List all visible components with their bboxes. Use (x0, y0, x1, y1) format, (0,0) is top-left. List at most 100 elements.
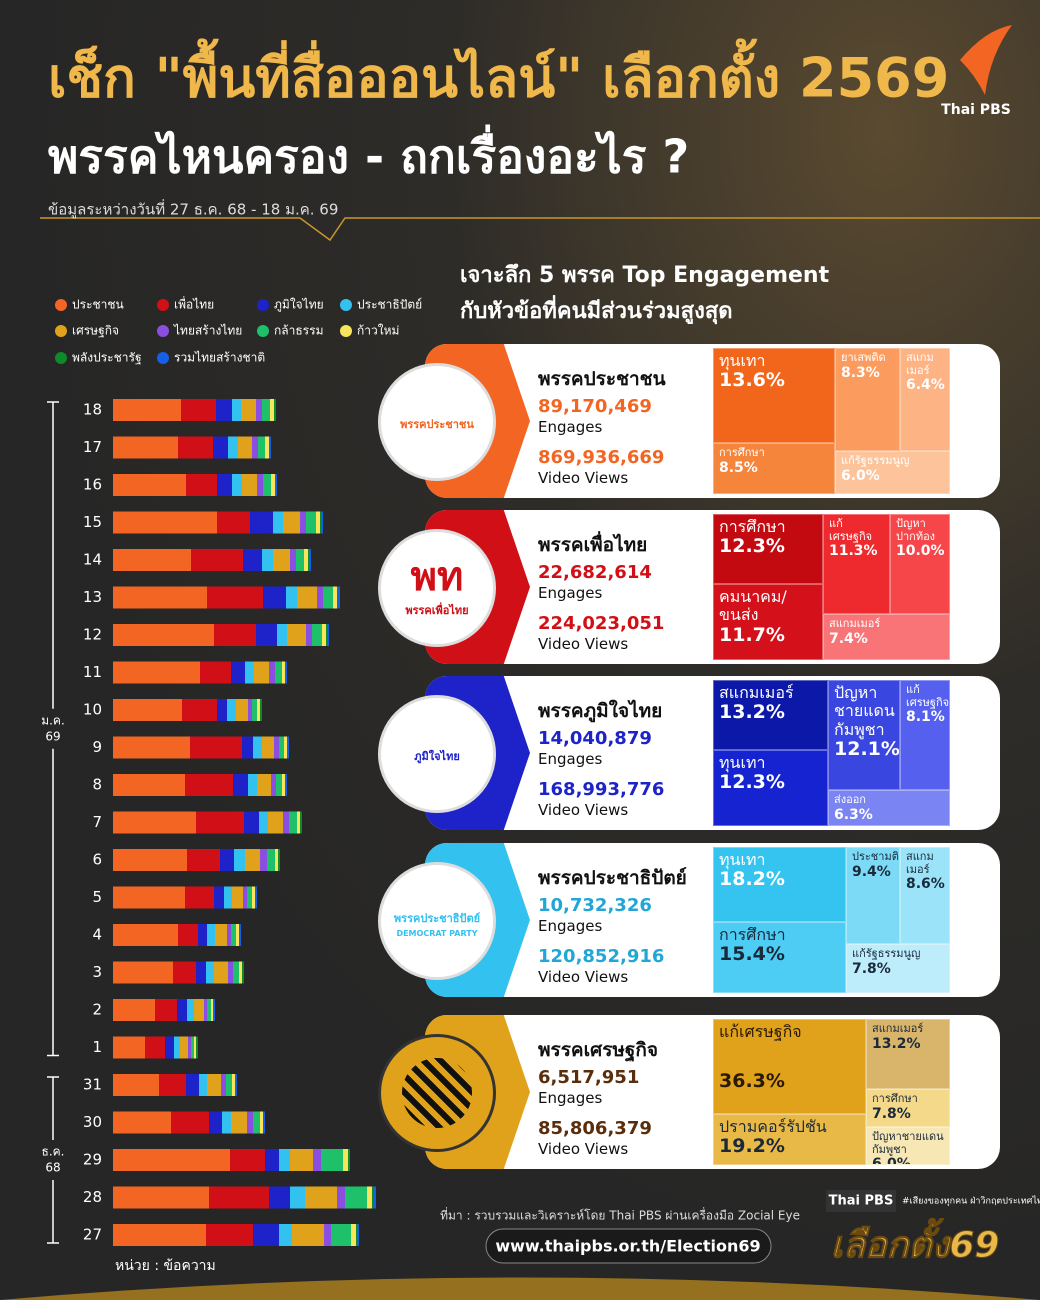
party-name: พรรคภูมิใจไทย (538, 700, 663, 722)
bar-segment (297, 586, 317, 609)
bar-segment (275, 849, 278, 871)
legend-swatch (340, 325, 352, 337)
party-card: พรรคเศรษฐกิจ 6,517,951 Engages 85,806,379 Vi… (378, 1015, 1000, 1169)
bar-segment (252, 699, 257, 721)
bar-segment (199, 1074, 207, 1096)
legend-label: เศรษฐกิจ (72, 324, 119, 338)
bar-segment (234, 849, 245, 871)
bar-segment (177, 999, 187, 1021)
party-logo (378, 1034, 496, 1152)
bar-segment (252, 436, 258, 459)
share: 36.3% (719, 1070, 785, 1093)
bar-segment (209, 1111, 222, 1134)
treemap-cell: ปรามคอร์รัปชัน 19.2% (713, 1114, 866, 1165)
bar-segment (190, 736, 242, 759)
bar-segment (288, 736, 289, 759)
legend-swatch (55, 299, 67, 311)
bar-segment (282, 774, 285, 796)
badge-title: เลือกตั้ง69 (831, 1218, 1000, 1266)
bar-segment (269, 661, 275, 684)
bar-segment (222, 1111, 231, 1134)
share: 13.2% (719, 701, 785, 724)
bar-segment (260, 1111, 263, 1134)
bar-segment (242, 736, 253, 759)
bar-segment (187, 999, 194, 1021)
share: 6.3% (834, 806, 873, 823)
video-views-label: Video Views (538, 968, 629, 986)
legend-swatch (257, 299, 269, 311)
bar-segment (257, 699, 260, 721)
topic: แก้เศรษฐกิจ (719, 1022, 802, 1041)
party-card: ภูมิใจไทย พรรคภูมิใจไทย 14,040,879 Engages 1… (378, 676, 1000, 830)
share: 8.1% (906, 709, 945, 726)
bar-segment (207, 924, 215, 946)
topic: แก้รัฐธรรมนูญ (852, 947, 921, 960)
party-card: พรรคประชาชน พรรคประชาชน 89,170,469 Engages 8… (378, 344, 1000, 498)
share: 18.2% (719, 868, 785, 891)
bar-segment (316, 511, 320, 534)
video-views: 869,936,669 (538, 447, 665, 468)
topic: ประชามติ (852, 850, 899, 863)
bar-segment (217, 474, 232, 496)
bar-segment (256, 886, 257, 909)
bar-segment (274, 399, 275, 421)
bar-segment (351, 1224, 356, 1246)
topic: แก้รัฐธรรมนูญ (841, 454, 910, 467)
bar-segment (321, 511, 323, 534)
logo-text: ภูมิใจไทย (414, 750, 460, 763)
y-tick-label: 3 (92, 963, 102, 981)
treemap-cell: แก้เศรษฐกิจ 8.1% (900, 680, 950, 790)
topic: ปัญหาชายแดนกัมพูชา (834, 683, 895, 739)
url-pill (485, 1228, 772, 1264)
bar-segment (113, 1036, 145, 1059)
treemap: ทุนเทา 18.2% ประชามติ 9.4% สแกมเมอร์ 8.6% การศ… (713, 847, 950, 993)
treemap: การศึกษา 12.3% แก้เศรษฐกิจ 11.3% ปัญหาปากท้อ… (713, 514, 950, 660)
title: เช็ก "พื้นที่สื่อออนไลน์" เลือกตั้ง 2569 (48, 39, 949, 110)
topic: คมนาคม/ขนส่ง (719, 587, 787, 625)
engages: 6,517,951 (538, 1067, 640, 1088)
bar-segment (262, 549, 273, 571)
y-tick-label: 14 (83, 551, 102, 569)
engages-label: Engages (538, 1089, 603, 1107)
topic: ปรามคอร์รัปชัน (719, 1117, 827, 1136)
y-tick-label: 12 (83, 626, 102, 644)
bar-segment (174, 1036, 180, 1059)
bar-segment (238, 436, 252, 459)
bar-segment (290, 1186, 305, 1209)
legend-label: ก้าวใหม่ (357, 324, 399, 338)
group-label: ม.ค. (41, 713, 65, 727)
bar-segment (268, 811, 283, 834)
bar-segment (245, 661, 254, 684)
header-rule (40, 217, 1040, 242)
y-tick-label: 17 (83, 438, 102, 456)
bar-segment (180, 1036, 188, 1059)
bar-segment (269, 1186, 290, 1209)
bar-segment (196, 811, 244, 834)
bar-segment (317, 586, 323, 609)
treemap-cell: แก้เศรษฐกิจ 11.3% (823, 514, 890, 614)
y-tick-label: 30 (83, 1113, 102, 1131)
bar-segment (248, 774, 257, 796)
legend-swatch (157, 299, 169, 311)
bar-segment (113, 474, 186, 496)
bar-segment (185, 774, 233, 796)
bar-segment (239, 961, 242, 984)
bar-segment (264, 1111, 265, 1134)
bar-segment (248, 699, 252, 721)
bar-segment (275, 399, 276, 421)
bar-segment (327, 624, 329, 646)
share: 9.4% (852, 863, 891, 880)
bar-segment (324, 1224, 331, 1246)
bar-segment (231, 924, 236, 946)
y-tick-label: 31 (83, 1076, 102, 1094)
bar-segment (349, 1149, 350, 1171)
bar-segment (253, 1224, 279, 1246)
bar-segment (254, 661, 269, 684)
share: 8.5% (719, 459, 758, 476)
video-views-label: Video Views (538, 469, 629, 487)
share: 10.0% (896, 543, 945, 560)
bar-segment (113, 436, 178, 459)
video-views: 85,806,379 (538, 1118, 652, 1139)
bar-segment (267, 849, 275, 871)
